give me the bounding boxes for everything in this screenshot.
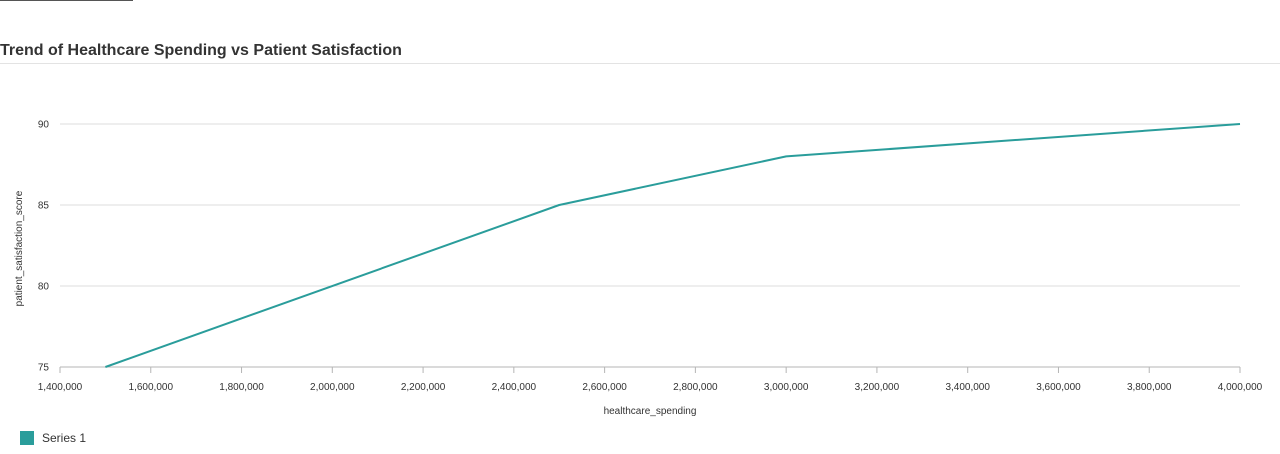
top-divider (0, 0, 133, 1)
x-tick-label: 1,400,000 (38, 382, 83, 393)
x-tick-label: 2,200,000 (401, 382, 446, 393)
x-tick-label: 3,400,000 (945, 382, 990, 393)
y-tick-label: 90 (38, 120, 50, 131)
legend-label-series-1: Series 1 (42, 431, 87, 445)
y-tick-label: 80 (38, 282, 50, 293)
legend-swatch-series-1 (20, 431, 34, 445)
chart-title: Trend of Healthcare Spending vs Patient … (0, 42, 402, 59)
x-tick-label: 3,600,000 (1036, 382, 1081, 393)
x-tick-label: 3,200,000 (855, 382, 900, 393)
x-axis-title: healthcare_spending (604, 406, 697, 417)
x-tick-label: 2,000,000 (310, 382, 355, 393)
x-tick-label: 2,600,000 (582, 382, 627, 393)
x-tick-label: 3,800,000 (1127, 382, 1172, 393)
legend[interactable]: Series 1 (20, 431, 86, 445)
x-tick-label: 3,000,000 (764, 382, 809, 393)
title-divider (0, 63, 1280, 64)
x-tick-label: 2,800,000 (673, 382, 718, 393)
y-tick-label: 85 (38, 201, 50, 212)
x-tick-label: 4,000,000 (1218, 382, 1263, 393)
x-tick-label: 2,400,000 (492, 382, 537, 393)
series-line-series-1 (105, 123, 1241, 368)
y-tick-label: 75 (38, 363, 50, 374)
x-tick-label: 1,800,000 (219, 382, 264, 393)
x-tick-label: 1,600,000 (129, 382, 174, 393)
y-axis-title: patient_satisfaction_score (14, 190, 25, 306)
